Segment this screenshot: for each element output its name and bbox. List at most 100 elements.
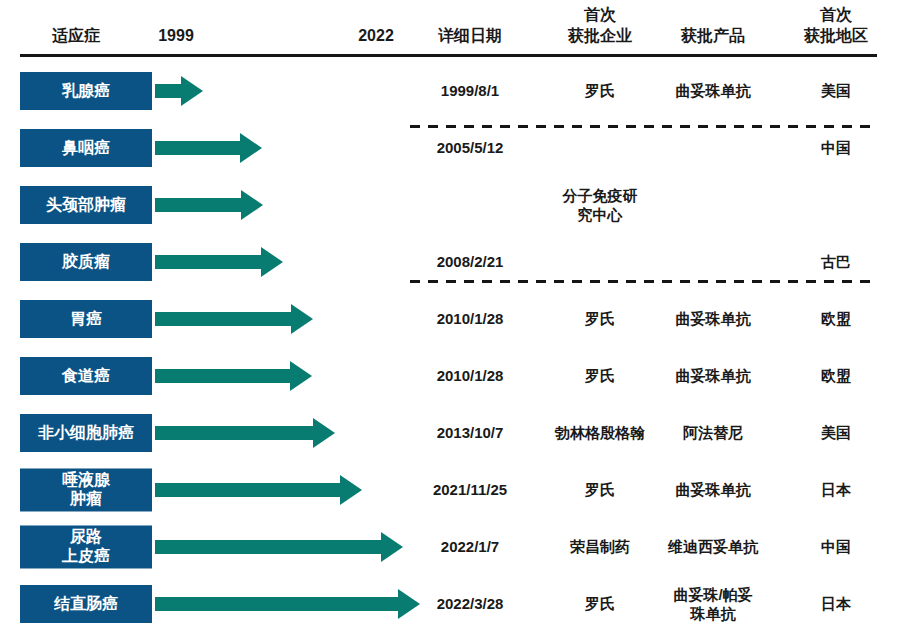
cell-region: 中国 — [774, 537, 897, 557]
cell-company: 勃林格殷格翰 — [535, 423, 665, 443]
table-row: 非小细胞肺癌 2013/10/7 勃林格殷格翰 阿法替尼 美国 — [0, 404, 897, 461]
cell-company: 罗氏 — [535, 309, 665, 329]
timeline-arrow-icon — [155, 589, 420, 619]
indication-box: 乳腺癌 — [20, 72, 152, 110]
table-rows: 乳腺癌 1999/8/1 罗氏 曲妥珠单抗 美国 鼻咽癌 2005/5/12 中… — [0, 62, 897, 632]
indication-label: 结直肠癌 — [54, 594, 118, 614]
header-product: 获批产品 — [648, 26, 778, 46]
cell-region: 美国 — [774, 81, 897, 101]
header-year-start: 1999 — [146, 26, 206, 46]
cell-product: 阿法替尼 — [648, 423, 778, 443]
arrow-head — [240, 133, 262, 163]
indication-box: 唾液腺 肿瘤 — [20, 468, 152, 511]
header-rule — [20, 54, 877, 57]
timeline-arrow-icon — [155, 304, 313, 334]
dashed-separator-top — [410, 125, 877, 128]
arrow-shaft — [155, 369, 291, 383]
dashed-separator-bottom — [410, 280, 877, 283]
indication-label: 唾液腺 肿瘤 — [62, 470, 110, 509]
cell-region: 美国 — [774, 423, 897, 443]
cell-date: 2021/11/25 — [408, 480, 532, 500]
cell-region: 古巴 — [774, 252, 897, 272]
indication-label: 非小细胞肺癌 — [38, 423, 134, 443]
table-header: 适应症 1999 2022 详细日期 首次 获批企业 获批产品 首次 获批地区 — [0, 0, 897, 52]
arrow-shaft — [155, 483, 341, 497]
indication-label: 乳腺癌 — [62, 81, 110, 101]
header-date: 详细日期 — [408, 26, 532, 46]
table-row: 头颈部肿瘤 分子免疫研 究中心 — [0, 176, 897, 233]
cell-company: 罗氏 — [535, 480, 665, 500]
header-year-end: 2022 — [346, 26, 406, 46]
arrow-shaft — [155, 141, 241, 155]
cell-region: 欧盟 — [774, 366, 897, 386]
arrow-shaft — [155, 198, 242, 212]
header-region: 首次 获批地区 — [774, 5, 897, 46]
arrow-shaft — [155, 255, 262, 269]
cell-company: 罗氏 — [535, 366, 665, 386]
indication-label: 头颈部肿瘤 — [46, 195, 126, 215]
cell-date: 2013/10/7 — [408, 423, 532, 443]
arrow-head — [261, 247, 283, 277]
timeline-arrow-icon — [155, 76, 203, 106]
arrow-shaft — [155, 540, 382, 554]
timeline-arrow-icon — [155, 361, 312, 391]
cell-company: 罗氏 — [535, 81, 665, 101]
cell-product: 维迪西妥单抗 — [648, 537, 778, 557]
indication-label: 食道癌 — [62, 366, 110, 386]
arrow-shaft — [155, 84, 182, 98]
cell-date: 2022/3/28 — [408, 594, 532, 614]
cell-date: 2008/2/21 — [408, 252, 532, 272]
arrow-head — [241, 190, 263, 220]
cell-product: 曲妥珠单抗 — [648, 81, 778, 101]
arrow-head — [340, 475, 362, 505]
cell-date: 2010/1/28 — [408, 309, 532, 329]
cell-company: 罗氏 — [535, 594, 665, 614]
table-row: 唾液腺 肿瘤 2021/11/25 罗氏 曲妥珠单抗 日本 — [0, 461, 897, 518]
table-row: 乳腺癌 1999/8/1 罗氏 曲妥珠单抗 美国 — [0, 62, 897, 119]
arrow-head — [313, 418, 335, 448]
cell-date: 1999/8/1 — [408, 81, 532, 101]
table-row: 胃癌 2010/1/28 罗氏 曲妥珠单抗 欧盟 — [0, 290, 897, 347]
timeline-arrow-icon — [155, 247, 283, 277]
indication-box: 胃癌 — [20, 300, 152, 338]
table-row: 尿路 上皮癌 2022/1/7 荣昌制药 维迪西妥单抗 中国 — [0, 518, 897, 575]
cell-company: 分子免疫研 究中心 — [535, 185, 665, 224]
cell-product: 曲妥珠单抗 — [648, 366, 778, 386]
indication-label: 胃癌 — [70, 309, 102, 329]
arrow-shaft — [155, 426, 314, 440]
timeline-arrow-icon — [155, 532, 403, 562]
timeline-arrow-icon — [155, 475, 362, 505]
arrow-head — [291, 304, 313, 334]
indication-label: 鼻咽癌 — [62, 138, 110, 158]
cell-region: 日本 — [774, 480, 897, 500]
indication-box: 食道癌 — [20, 357, 152, 395]
cell-date: 2005/5/12 — [408, 138, 532, 158]
indication-box: 尿路 上皮癌 — [20, 525, 152, 568]
approval-timeline-chart: 适应症 1999 2022 详细日期 首次 获批企业 获批产品 首次 获批地区 … — [0, 0, 897, 639]
cell-company: 荣昌制药 — [535, 537, 665, 557]
arrow-shaft — [155, 312, 292, 326]
table-row: 食道癌 2010/1/28 罗氏 曲妥珠单抗 欧盟 — [0, 347, 897, 404]
indication-label: 胶质瘤 — [62, 252, 110, 272]
header-company: 首次 获批企业 — [535, 5, 665, 46]
cell-region: 中国 — [774, 138, 897, 158]
cell-region: 欧盟 — [774, 309, 897, 329]
cell-product: 曲妥珠单抗 — [648, 480, 778, 500]
cell-date: 2022/1/7 — [408, 537, 532, 557]
timeline-arrow-icon — [155, 133, 262, 163]
indication-box: 结直肠癌 — [20, 585, 152, 623]
arrow-head — [290, 361, 312, 391]
indication-box: 非小细胞肺癌 — [20, 414, 152, 452]
timeline-arrow-icon — [155, 190, 263, 220]
indication-box: 胶质瘤 — [20, 243, 152, 281]
indication-box: 头颈部肿瘤 — [20, 186, 152, 224]
cell-product: 曲妥珠/帕妥 珠单抗 — [648, 584, 778, 623]
table-row: 结直肠癌 2022/3/28 罗氏 曲妥珠/帕妥 珠单抗 日本 — [0, 575, 897, 632]
header-indication: 适应症 — [14, 26, 138, 46]
arrow-head — [181, 76, 203, 106]
arrow-shaft — [155, 597, 399, 611]
cell-product: 曲妥珠单抗 — [648, 309, 778, 329]
arrow-head — [381, 532, 403, 562]
indication-label: 尿路 上皮癌 — [62, 527, 110, 566]
cell-region: 日本 — [774, 594, 897, 614]
